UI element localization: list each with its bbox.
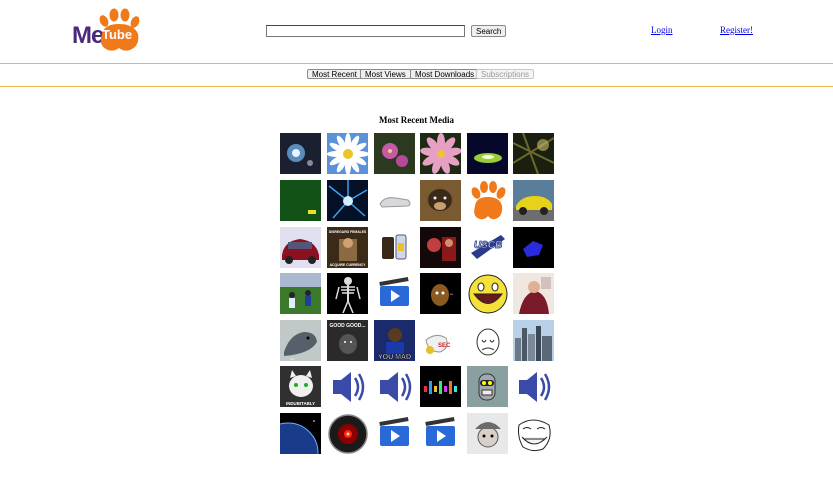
media-thumb-cat-indubitably[interactable]: INDUBITABLY [280,366,321,407]
media-thumb-green-screen[interactable] [280,180,321,221]
svg-text:INDUBITABLY: INDUBITABLY [286,401,315,406]
media-thumb-football[interactable] [280,273,321,314]
most-recent-button[interactable]: Most Recent [307,69,362,79]
subscriptions-button[interactable]: Subscriptions [476,69,535,79]
media-thumb-bender[interactable] [467,366,508,407]
media-thumb-sec-cartoon[interactable]: SEC [420,320,461,361]
svg-text:DISREGARD FEMALES: DISREGARD FEMALES [329,230,367,234]
media-thumb-pink-flowers[interactable] [374,133,415,174]
search-button[interactable]: Search [471,25,507,37]
media-thumb-hat-face[interactable] [467,413,508,454]
media-thumb-seal[interactable]: ••• [280,320,321,361]
register-link[interactable]: Register! [720,25,753,35]
logo-me-text: Me [72,22,104,49]
media-thumb-tree-branches[interactable] [513,133,554,174]
login-link[interactable]: Login [651,25,673,35]
search-input[interactable] [266,25,465,37]
media-thumb-white-shoe[interactable] [374,180,415,221]
media-thumb-space-glow[interactable] [280,133,321,174]
media-thumb-dog[interactable] [420,180,461,221]
media-thumb-poster[interactable] [420,227,461,268]
svg-text:•••: ••• [290,356,295,361]
media-thumb-daisy[interactable] [327,133,368,174]
media-thumb-hal-eye[interactable] [327,413,368,454]
media-thumb-awesome-face[interactable] [467,273,508,314]
media-thumb-trollface[interactable] [513,413,554,454]
svg-text:YOU MAD: YOU MAD [378,354,411,361]
section-title: Most Recent Media [379,115,454,125]
media-thumb-dog-black[interactable]: ••• [420,273,461,314]
svg-text:GOOD GOOD...: GOOD GOOD... [329,323,366,329]
media-thumb-music-note[interactable] [327,366,368,407]
media-thumb-red-car[interactable] [280,227,321,268]
most-views-button[interactable]: Most Views [360,69,411,79]
media-thumb-yellow-car[interactable] [513,180,554,221]
media-thumb-uscb-logo[interactable]: USCB [467,227,508,268]
media-thumb-pink-flower[interactable] [420,133,461,174]
media-thumb-you-mad-meme[interactable]: YOU MAD [374,320,415,361]
media-thumb-forever-alone[interactable] [467,320,508,361]
media-thumb-video-clip[interactable] [420,413,461,454]
media-thumb-blue-burst[interactable] [327,180,368,221]
svg-text:SEC: SEC [438,343,451,349]
logo-tube-text: Tube [102,27,133,42]
metube-logo[interactable]: Me Tube [72,8,142,54]
media-thumb-blue-shape[interactable] [513,227,554,268]
media-thumb-video-clip[interactable] [374,273,415,314]
media-thumb-drinks[interactable] [374,227,415,268]
media-thumb-good-good-meme[interactable]: GOOD GOOD... [327,320,368,361]
media-thumb-earth-space[interactable] [280,413,321,454]
media-thumb-woman-portrait[interactable] [513,273,554,314]
media-thumb-equalizer[interactable] [420,366,461,407]
svg-text:ACQUIRE CURRENCY: ACQUIRE CURRENCY [330,263,367,267]
media-thumb-music-note[interactable] [374,366,415,407]
media-thumb-video-clip[interactable] [374,413,415,454]
media-thumb-disregard-females[interactable]: DISREGARD FEMALES ACQUIRE CURRENCY [327,227,368,268]
media-thumb-city-skyline[interactable] [513,320,554,361]
svg-text:•••: ••• [450,292,453,296]
most-downloads-button[interactable]: Most Downloads [410,69,480,79]
media-thumb-clemson-paw[interactable] [467,180,508,221]
media-thumb-blue-tunnel[interactable] [467,133,508,174]
media-thumb-skeleton[interactable] [327,273,368,314]
svg-text:USCB: USCB [474,240,502,251]
media-thumb-music-note[interactable] [513,366,554,407]
paw-icon [99,8,140,51]
nav-bar: Most Recent Most Views Most Downloads Su… [0,63,833,87]
